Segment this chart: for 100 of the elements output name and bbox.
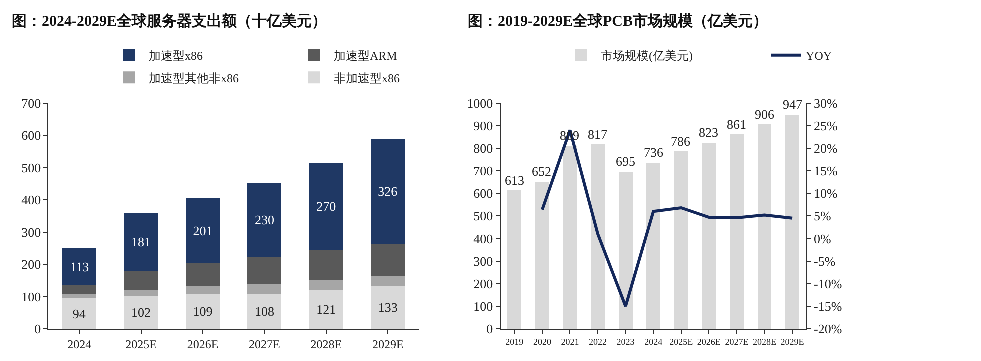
data-label: 109	[193, 304, 213, 319]
legend-label: 加速型其他非x86	[149, 71, 240, 86]
bar	[186, 198, 220, 264]
bar	[62, 248, 97, 286]
bar	[309, 280, 344, 290]
data-label: 326	[378, 184, 398, 200]
data-label: 94	[72, 306, 86, 322]
y-tick-label: 600	[22, 128, 42, 144]
bar	[371, 286, 406, 329]
bar	[248, 294, 282, 329]
chart-title: 图：2024-2029E全球服务器支出额（十亿美元）	[12, 12, 327, 30]
data-label: 861	[727, 117, 746, 132]
data-label: 108	[254, 304, 274, 320]
data-label: 695	[616, 154, 636, 169]
x-tick-label: 2025E	[670, 336, 694, 347]
x-tick-label: 2027E	[249, 337, 280, 352]
y-tick-label: 400	[474, 231, 494, 246]
y-tick-label: 0	[486, 322, 494, 337]
x-tick-label: 2021	[561, 336, 580, 347]
bar	[186, 294, 220, 329]
data-label: 736	[644, 145, 664, 160]
y-tick-label: 500	[474, 208, 494, 224]
bar	[786, 115, 800, 329]
x-tick-label: 2026E	[697, 336, 722, 347]
x-tick-label: 2027E	[725, 336, 750, 347]
y2-tick-label: -10%	[814, 276, 842, 292]
bar	[124, 296, 158, 329]
y-tick-label: 0	[34, 322, 42, 337]
data-label: 102	[132, 305, 152, 320]
bar	[618, 172, 633, 329]
data-label: 817	[588, 127, 608, 142]
x-tick-label: 2023	[616, 336, 636, 347]
data-label: 947	[783, 97, 803, 112]
x-tick-label: 2029E	[780, 336, 805, 347]
legend-label: 市场规模(亿美元)	[601, 49, 694, 64]
bar	[702, 143, 716, 329]
bar	[371, 139, 406, 244]
bar	[674, 152, 688, 329]
bar	[62, 298, 97, 329]
x-tick-label: 2029E	[372, 337, 404, 352]
y-tick-label: 800	[474, 140, 494, 156]
bar	[124, 212, 158, 272]
data-label: 270	[316, 198, 336, 214]
y2-tick-label: 0%	[814, 231, 832, 246]
bar	[758, 124, 772, 329]
x-tick-label: 2025E	[126, 337, 157, 352]
bar	[62, 285, 97, 294]
x-tick-label: 2024	[644, 336, 664, 347]
x-tick-label: 2026E	[187, 337, 219, 352]
y2-tick-label: -5%	[814, 254, 836, 269]
y2-tick-label: -20%	[814, 322, 842, 337]
bar	[186, 286, 220, 294]
y-tick-label: 200	[22, 257, 42, 272]
bar	[248, 182, 282, 258]
y-tick-label: 100	[22, 289, 42, 304]
bar	[591, 144, 605, 329]
data-label: 786	[671, 134, 691, 149]
y-tick-label: 300	[474, 254, 494, 269]
data-label: 201	[193, 223, 213, 238]
bar	[730, 134, 744, 329]
data-label: 113	[70, 259, 90, 274]
y-tick-label: 500	[22, 160, 42, 176]
y2-tick-label: 10%	[814, 186, 838, 202]
legend-label: YOY	[806, 49, 832, 64]
data-label: 133	[378, 300, 398, 316]
x-tick-label: 2028E	[310, 337, 342, 352]
x-tick-label: 2022	[589, 336, 608, 347]
y-tick-label: 700	[474, 164, 494, 179]
bar	[371, 276, 406, 286]
y2-tick-label: 15%	[814, 164, 838, 179]
bar	[248, 284, 282, 294]
y-tick-label: 100	[474, 298, 494, 314]
y-tick-label: 700	[22, 96, 42, 111]
bar	[124, 290, 158, 296]
bar	[646, 162, 661, 329]
legend-label: 加速型ARM	[334, 49, 398, 64]
bar	[186, 263, 220, 286]
bar	[309, 290, 344, 329]
bar	[371, 244, 406, 276]
y2-tick-label: 5%	[814, 208, 832, 224]
y-tick-label: 300	[22, 224, 42, 240]
y-tick-label: 400	[22, 192, 42, 208]
y-tick-label: 900	[474, 118, 494, 134]
bar	[62, 294, 97, 299]
bar	[124, 271, 158, 290]
y2-tick-label: -15%	[814, 298, 842, 314]
chart-title: 图：2019-2029E全球PCB市场规模（亿美元）	[468, 12, 768, 30]
legend-label: 加速型x86	[149, 49, 204, 64]
x-tick-label: 2028E	[752, 336, 777, 347]
bar	[248, 257, 282, 284]
y2-tick-label: 30%	[814, 96, 838, 111]
x-tick-label: 2020	[533, 336, 552, 347]
x-tick-label: 2024	[68, 337, 92, 352]
bar	[563, 146, 578, 329]
y-tick-label: 1000	[467, 96, 494, 111]
data-label: 823	[699, 125, 718, 140]
y-tick-label: 200	[474, 276, 494, 292]
y2-tick-label: 25%	[814, 118, 838, 134]
data-label: 906	[755, 107, 775, 122]
data-label: 121	[316, 302, 336, 317]
